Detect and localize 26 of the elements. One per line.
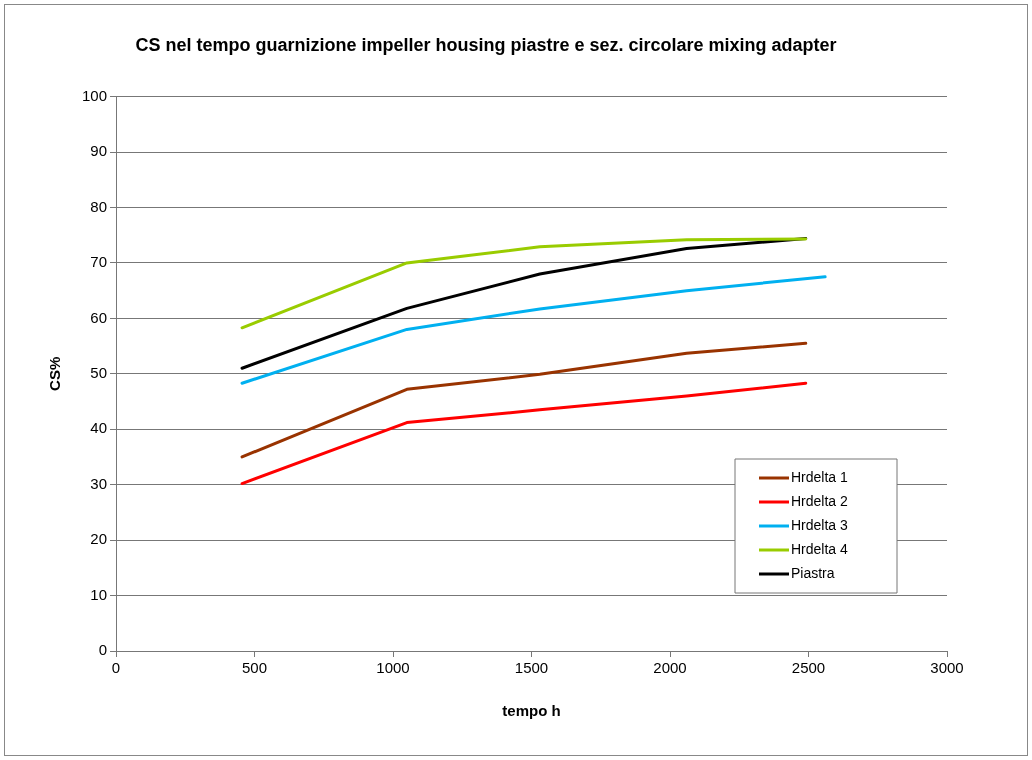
y-tick-label: 80 bbox=[90, 197, 108, 215]
y-tick-label: 10 bbox=[90, 585, 108, 603]
x-tick-label: 2500 bbox=[791, 659, 826, 677]
y-tick-label: 90 bbox=[90, 142, 108, 160]
legend-label: Piastra bbox=[791, 564, 835, 581]
y-tick-label: 20 bbox=[90, 530, 108, 548]
x-tick-label: 1000 bbox=[376, 659, 410, 677]
x-tick-label: 0 bbox=[111, 659, 121, 677]
x-tick-label: 2000 bbox=[653, 659, 687, 677]
y-tick-label: 100 bbox=[82, 86, 108, 104]
legend-label: Hrdelta 3 bbox=[791, 516, 849, 533]
chart-title: CS nel tempo guarnizione impeller housing piastre e sez. circolare mixing adapter bbox=[135, 34, 837, 55]
legend-label: Hrdelta 4 bbox=[791, 540, 849, 557]
x-tick-label: 1500 bbox=[514, 659, 549, 677]
y-tick-label: 60 bbox=[90, 308, 108, 326]
y-tick-label: 40 bbox=[90, 419, 108, 437]
legend-label: Hrdelta 1 bbox=[791, 468, 849, 485]
x-tick-label: 500 bbox=[242, 659, 268, 677]
y-tick-label: 70 bbox=[90, 253, 108, 271]
y-tick-label: 30 bbox=[90, 474, 108, 492]
y-axis-title: CS% bbox=[46, 356, 64, 391]
y-tick-label: 50 bbox=[90, 363, 108, 381]
y-tick-label: 0 bbox=[98, 641, 108, 659]
x-axis-title: tempo h bbox=[502, 702, 561, 720]
x-tick-label: 3000 bbox=[930, 659, 964, 677]
legend-label: Hrdelta 2 bbox=[791, 492, 849, 509]
